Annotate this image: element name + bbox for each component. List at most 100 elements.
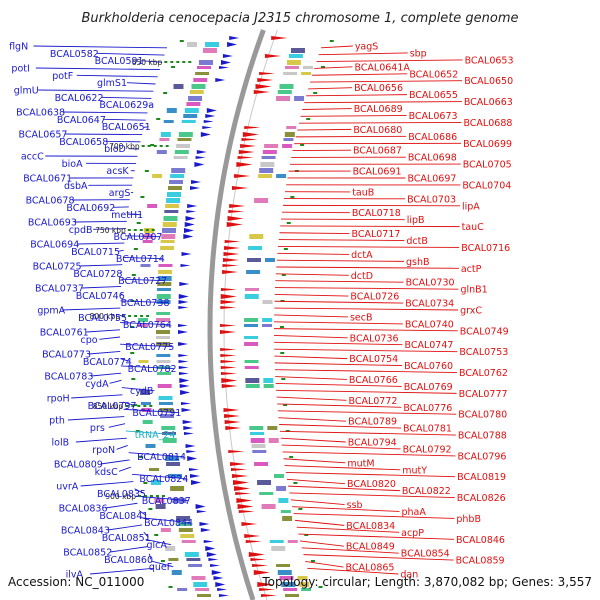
minus-strand-gene (202, 126, 213, 129)
minus-strand-gene (196, 150, 207, 154)
functional-block (254, 462, 269, 466)
track-tick (163, 92, 168, 94)
functional-block (251, 444, 266, 448)
leader-line (88, 351, 121, 355)
track-tick (130, 326, 135, 328)
functional-block (246, 270, 261, 274)
plus-strand-gene (224, 246, 241, 250)
functional-block (283, 138, 294, 141)
leader-line (281, 444, 401, 450)
minus-strand-gene (180, 402, 191, 405)
gene-label: acpP (401, 528, 424, 539)
functional-block (259, 168, 274, 173)
leader-line (275, 273, 349, 276)
plus-strand-gene (238, 510, 255, 513)
leader-line (316, 59, 463, 63)
functional-block (178, 528, 193, 532)
functional-block (276, 486, 287, 491)
gene-label: BCAL0809 (54, 460, 103, 471)
functional-block (157, 372, 172, 375)
plus-strand-gene (253, 90, 270, 94)
gene-label: dan (400, 570, 418, 581)
functional-block (161, 426, 176, 430)
gene-label: BCAL0777 (459, 389, 508, 400)
plus-strand-gene (236, 162, 253, 167)
leader-line (120, 300, 168, 304)
functional-block (160, 240, 175, 243)
functional-block (156, 312, 171, 315)
track-tick (144, 170, 149, 172)
gene-label: BCAL0746 (76, 291, 125, 302)
functional-block (156, 336, 171, 339)
minus-strand-gene (181, 252, 192, 256)
leader-line (126, 82, 156, 85)
leader-line (143, 126, 149, 128)
functional-block (156, 294, 171, 299)
minus-strand-gene (200, 132, 211, 137)
track-tick (154, 534, 159, 536)
gene-label: BCAL0657 (19, 130, 68, 141)
plus-strand-gene (231, 468, 248, 471)
functional-block (282, 144, 293, 148)
functional-block (165, 456, 180, 461)
functional-block (285, 594, 300, 597)
leader-line (273, 328, 458, 332)
functional-block (152, 174, 163, 178)
plus-strand-gene (228, 450, 245, 453)
functional-block (264, 258, 275, 262)
minus-strand-gene (215, 78, 226, 82)
functional-block (281, 582, 296, 587)
leader-line (278, 246, 460, 248)
leader-line (279, 424, 402, 429)
leader-line (122, 401, 135, 406)
functional-block (244, 360, 259, 363)
functional-block (197, 66, 212, 69)
minus-strand-gene (179, 384, 190, 388)
track-tick (290, 196, 295, 198)
track-tick (298, 508, 303, 510)
gene-label: BCAL0629a (99, 100, 154, 111)
leader-line (108, 423, 126, 428)
functional-block (249, 426, 264, 430)
minus-strand-gene (178, 360, 189, 363)
functional-block (264, 144, 279, 148)
plus-strand-gene (220, 354, 237, 357)
leader-line (280, 437, 346, 443)
functional-block (163, 120, 174, 123)
leader-line (116, 445, 128, 450)
leader-line (134, 488, 144, 494)
backbone-arc (207, 29, 266, 600)
leader-line (274, 293, 349, 297)
leader-line (75, 437, 127, 443)
minus-strand-gene (178, 294, 189, 299)
leader-line (140, 517, 191, 524)
functional-block (177, 522, 192, 526)
plus-strand-gene (237, 156, 254, 159)
track-tick (130, 352, 135, 354)
leader-line (275, 287, 459, 290)
gene-label: lipA (462, 201, 480, 212)
gene-label: pth (49, 416, 65, 427)
plus-strand-gene (252, 564, 269, 567)
gene-label: dctD (351, 271, 373, 282)
gene-label: BCAL0725 (33, 262, 82, 273)
gene-label: BCAL0689 (354, 104, 403, 115)
leader-line (71, 394, 123, 399)
gene-label: BCAL0718 (352, 208, 401, 219)
leader-line (302, 108, 352, 110)
leader-line (118, 466, 132, 472)
minus-strand-gene (178, 342, 189, 346)
leader-line (298, 533, 455, 540)
functional-block (183, 114, 198, 118)
gene-label: BCAL0760 (404, 361, 453, 372)
minus-strand-gene (203, 120, 214, 123)
functional-block (180, 534, 195, 538)
gene-label: BCAL0717 (351, 229, 400, 240)
gene-label: BCAL0582 (50, 49, 99, 60)
gene-label: BCAL0687 (353, 146, 402, 157)
gene-label: acsK (106, 166, 129, 177)
gene-label: BCAL0726 (350, 292, 399, 303)
gene-label: ssb (347, 500, 363, 511)
functional-block (140, 402, 151, 405)
minus-strand-gene (227, 42, 238, 47)
